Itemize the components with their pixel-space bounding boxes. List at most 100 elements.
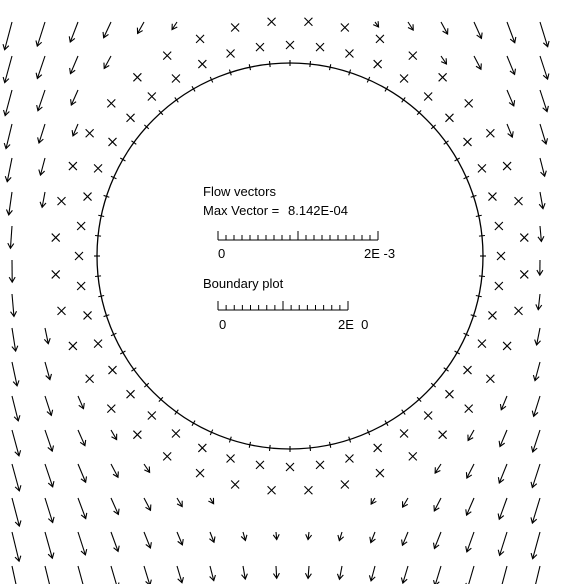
flow-vector: [176, 497, 183, 508]
vector-shaft: [36, 55, 46, 79]
vector-head: [113, 508, 120, 516]
vector-shaft: [176, 565, 183, 583]
boundary-mark: [502, 341, 512, 351]
boundary-tick: [158, 109, 164, 116]
boundary-tick: [463, 332, 470, 337]
boundary-mark: [464, 98, 474, 108]
vector-head: [71, 130, 78, 137]
vector-head: [14, 485, 22, 492]
vector-head: [38, 169, 46, 177]
vector-shaft: [11, 361, 18, 387]
vector-shaft: [467, 429, 475, 441]
vector-shaft: [209, 531, 215, 543]
flow-vector: [240, 531, 248, 542]
vector-shaft: [171, 21, 178, 30]
boundary-tick: [384, 85, 389, 92]
flow-vector: [499, 395, 508, 411]
boundary-tick: [119, 157, 126, 162]
flow-vector: [465, 531, 475, 553]
flow-vector: [11, 395, 21, 422]
vector-head: [508, 100, 516, 107]
vector-head: [136, 27, 143, 35]
flow-vector: [43, 327, 51, 345]
vector-shaft: [370, 497, 376, 505]
vector-head: [433, 505, 440, 512]
boundary-mark: [126, 389, 135, 399]
boundary-mark: [315, 460, 325, 470]
flow-vector: [369, 531, 376, 544]
vector-head: [7, 242, 15, 250]
vector-head: [535, 304, 543, 311]
vector-shaft: [531, 497, 541, 524]
vector-head: [530, 517, 538, 525]
vector-head: [68, 36, 76, 44]
boundary-mark: [445, 113, 454, 123]
flow-vector: [337, 531, 345, 542]
vector-head: [80, 512, 88, 520]
boundary-mark: [132, 72, 142, 82]
boundary-tick: [131, 140, 137, 145]
flow-vector: [497, 463, 508, 484]
flow-vector: [69, 55, 79, 75]
vector-head: [434, 467, 441, 474]
flow-vector: [208, 497, 215, 505]
boundary-tick: [228, 436, 232, 443]
boundary-tick: [95, 275, 102, 278]
vector-shaft: [242, 565, 246, 580]
vector-shaft: [36, 21, 46, 47]
boundary-mark: [340, 480, 350, 489]
boundary-tick: [174, 97, 179, 103]
vector-shaft: [466, 531, 475, 553]
flow-vector: [534, 327, 541, 347]
vector-head: [538, 203, 546, 210]
flow-vector: [272, 565, 280, 580]
boundary-tick: [416, 109, 422, 116]
vector-head: [208, 497, 215, 505]
boundary-tick: [98, 294, 105, 298]
boundary-mark: [514, 196, 523, 206]
vector-head: [35, 40, 43, 48]
vector-shaft: [440, 55, 447, 65]
boundary-mark: [230, 23, 240, 32]
flow-vector: [2, 21, 13, 51]
vector-head: [432, 542, 440, 550]
vector-shaft: [11, 293, 15, 317]
boundary-mark: [267, 485, 276, 495]
flow-vector: [77, 463, 88, 484]
vector-shaft: [536, 327, 541, 346]
vector-head: [499, 403, 507, 411]
flow-vector: [506, 123, 514, 139]
vector-shaft: [11, 565, 17, 584]
boundary-scale-min: 0: [219, 317, 226, 332]
vector-head: [4, 176, 12, 183]
vector-shaft: [539, 157, 546, 177]
vector-shaft: [209, 497, 215, 504]
boundary-mark: [438, 72, 448, 82]
boundary-mark: [147, 411, 157, 420]
vector-shaft: [103, 21, 112, 38]
vector-head: [407, 24, 414, 32]
max-value: 8.142E-04: [288, 203, 348, 218]
boundary-tick: [430, 382, 437, 388]
flow-vector: [539, 123, 549, 145]
flow-vector: [368, 565, 376, 582]
boundary-mark: [423, 411, 433, 420]
flow-vector: [77, 565, 84, 584]
vector-shaft: [275, 531, 278, 540]
vector-head: [14, 555, 22, 563]
boundary-mark: [197, 59, 207, 69]
flow-vector: [44, 497, 55, 524]
vector-head: [465, 472, 473, 479]
boundary-tick: [268, 61, 271, 68]
boundary-tick: [401, 409, 406, 415]
vector-shaft: [41, 191, 46, 208]
vector-head: [171, 23, 178, 31]
flow-vector: [501, 565, 508, 584]
vector-head: [11, 345, 19, 353]
vector-head: [509, 36, 517, 44]
vector-field: [2, 17, 550, 584]
vector-shaft: [77, 395, 84, 409]
vector-shaft: [77, 565, 84, 584]
vector-shaft: [499, 429, 508, 447]
boundary-tick: [268, 444, 271, 451]
